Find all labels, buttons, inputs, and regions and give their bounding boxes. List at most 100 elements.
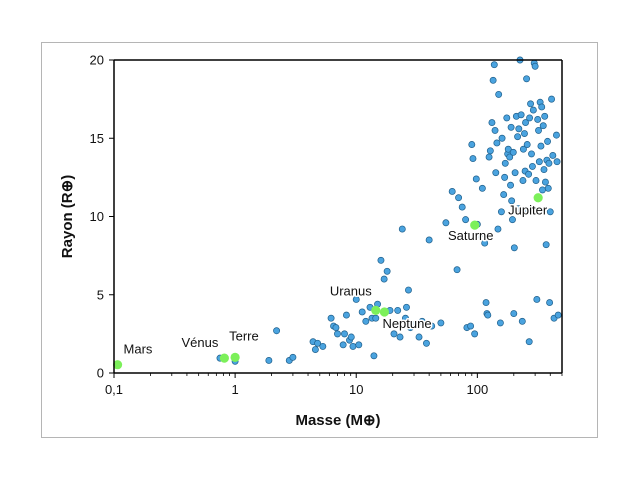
exoplanet-point [503,114,511,122]
exoplanet-point [342,311,350,319]
exoplanet-point [529,106,537,114]
exoplanet-point [523,75,531,83]
x-tick-label: 1 [231,382,238,397]
exoplanet-point [370,352,378,360]
exoplanet-point [319,342,327,350]
exoplanet-point [394,306,402,314]
exoplanet-point [525,338,533,346]
exoplanet-point [332,324,340,332]
exoplanet-point [456,231,464,239]
exoplanet-point [492,169,500,177]
labels-layer: Mars Vénus Terre Uranus Neptune Saturne Jupite… [122,201,549,358]
exoplanet-point [494,225,502,233]
exoplanet-point [531,62,539,70]
exoplanet-point [380,275,388,283]
exoplanet-point [339,341,347,349]
exoplanet-point [553,158,561,166]
exoplanet-point [546,208,554,216]
exoplanet-point [265,357,273,364]
exoplanet-point [496,319,504,327]
exoplanet-point [515,125,523,133]
exoplanet-point [514,205,522,213]
solar-planet-label: Terre [229,328,259,343]
exoplanet-point [422,339,430,347]
y-tick-label: 0 [97,366,104,381]
scatter-chart: Mars Vénus Terre Uranus Neptune Saturne Jupite… [59,53,563,429]
exoplanet-point [358,308,366,316]
exoplanet-point [490,61,498,69]
exoplanet-point [498,134,506,142]
exoplanet-point [508,197,516,205]
solar-planet-label: Vénus [181,335,218,350]
exoplanet-point [524,206,532,214]
exoplanet-point [532,177,540,184]
exoplanet-point [528,162,536,170]
exoplanet-point [548,95,556,103]
exoplanet-point [553,131,560,139]
exoplanet-point [273,327,281,335]
exoplanet-point [377,256,385,264]
x-tick-label: 0,1 [105,382,123,397]
x-tick-label: 10 [349,382,363,397]
exoplanet-point [497,208,505,216]
exoplanet-point [507,181,514,189]
x-tick-label: 100 [466,382,488,397]
exoplanet-point [481,239,489,247]
exoplanet-point [510,244,518,252]
points-layer [112,56,562,370]
exoplanet-point [390,330,398,338]
exoplanet-point [519,177,527,184]
exoplanet-point [472,175,480,183]
exoplanet-point [535,158,543,166]
exoplanet-point [554,311,562,319]
exoplanet-point [471,330,479,338]
y-tick-label: 5 [97,287,104,302]
exoplanet-point [341,330,348,338]
exoplanet-point [511,169,519,177]
exoplanet-point [486,147,494,155]
exoplanet-point [501,173,509,181]
exoplanet-point [488,119,496,127]
exoplanet-point [453,266,461,274]
exoplanet-point [418,317,426,325]
exoplanet-point [311,346,319,353]
exoplanet-point [396,333,404,341]
exoplanet-point [521,130,528,138]
exoplanet-point [491,126,499,134]
exoplanet-point [507,123,515,131]
solar-planet-label: Mars [124,342,153,357]
solar-planet-point [371,305,381,315]
exoplanet-point [398,225,406,233]
exoplanet-point [500,191,508,199]
exoplanet-point [355,341,363,349]
exoplanet-point [469,155,477,163]
chart-frame: Mars Vénus Terre Uranus Neptune Saturne Jupite… [41,42,598,438]
exoplanet-point [517,111,525,119]
exoplanet-point [546,299,554,307]
y-tick-label: 10 [90,209,104,224]
solar-planet-point [112,360,123,370]
exoplanet-point [528,150,535,158]
exoplanet-point [448,188,456,195]
ticks-layer: 0,1 1 10 100 0 5 10 15 20 [90,53,563,397]
exoplanet-point [314,339,322,347]
exoplanet-point [437,319,445,327]
exoplanet-point [519,145,527,153]
exoplanet-point [372,314,380,322]
exoplanet-point [334,330,341,338]
exoplanet-point [509,148,517,156]
exoplanet-point [549,152,557,159]
exoplanet-point [383,267,391,275]
exoplanet-point [327,314,335,322]
exoplanet-point [468,141,476,148]
y-tick-label: 20 [90,53,104,68]
exoplanet-point [506,153,514,161]
exoplanet-point [527,100,535,108]
solar-planet-label: Uranus [330,283,372,298]
exoplanet-point [410,321,418,328]
y-tick-label: 15 [90,131,104,146]
exoplanet-point [403,303,410,311]
exoplanet-point [542,241,550,249]
exoplanet-point [522,119,529,127]
exoplanet-point [510,310,518,317]
